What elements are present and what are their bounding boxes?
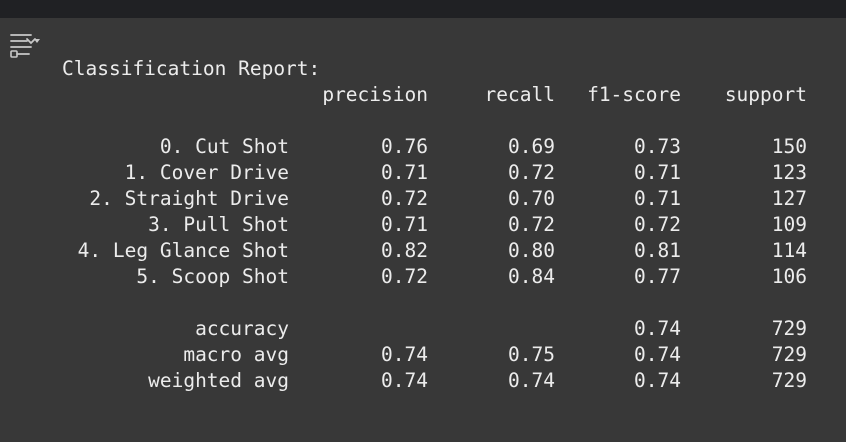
- support-value: 123: [771, 161, 807, 184]
- precision-value: 0.74: [381, 369, 428, 392]
- f1-value: 0.72: [634, 213, 681, 236]
- precision-value: 0.72: [381, 265, 428, 288]
- f1-value: 0.74: [634, 343, 681, 366]
- recall-value: 0.70: [508, 187, 555, 210]
- summary-row-weighted-avg: weighted avg 0.74 0.74 0.74 729: [0, 368, 846, 394]
- row-label: weighted avg: [148, 369, 289, 392]
- table-row: 4. Leg Glance Shot 0.82 0.80 0.81 114: [0, 238, 846, 264]
- row-label: 1. Cover Drive: [124, 161, 289, 184]
- recall-value: 0.72: [508, 213, 555, 236]
- support-value: 729: [771, 317, 807, 340]
- recall-value: 0.75: [508, 343, 555, 366]
- f1-value: 0.73: [634, 135, 681, 158]
- support-value: 114: [771, 239, 807, 262]
- f1-value: 0.77: [634, 265, 681, 288]
- recall-value: 0.80: [508, 239, 555, 262]
- row-label: macro avg: [183, 343, 289, 366]
- top-bar: [0, 0, 846, 18]
- support-header: support: [724, 83, 807, 106]
- support-value: 109: [771, 213, 807, 236]
- support-value: 127: [771, 187, 807, 210]
- support-value: 150: [771, 135, 807, 158]
- table-row: 3. Pull Shot 0.71 0.72 0.72 109: [0, 212, 846, 238]
- summary-row-accuracy: accuracy 0.74 729: [0, 316, 846, 342]
- table-row: 5. Scoop Shot 0.72 0.84 0.77 106: [0, 264, 846, 290]
- output-collapse-icon[interactable]: [8, 30, 44, 60]
- precision-value: 0.82: [381, 239, 428, 262]
- row-label: 5. Scoop Shot: [136, 265, 289, 288]
- recall-value: 0.74: [508, 369, 555, 392]
- summary-row-macro-avg: macro avg 0.74 0.75 0.74 729: [0, 342, 846, 368]
- support-value: 106: [771, 265, 807, 288]
- f1-value: 0.71: [634, 187, 681, 210]
- row-label: accuracy: [195, 317, 289, 340]
- f1-value: 0.74: [634, 317, 681, 340]
- precision-value: 0.76: [381, 135, 428, 158]
- table-row: 0. Cut Shot 0.76 0.69 0.73 150: [0, 134, 846, 160]
- header-row: precision recall f1-score support: [0, 82, 846, 108]
- support-value: 729: [771, 369, 807, 392]
- f1-score-header: f1-score: [587, 83, 681, 106]
- table-row: 1. Cover Drive 0.71 0.72 0.71 123: [0, 160, 846, 186]
- recall-value: 0.69: [508, 135, 555, 158]
- precision-header: precision: [322, 83, 428, 106]
- f1-value: 0.81: [634, 239, 681, 262]
- f1-value: 0.71: [634, 161, 681, 184]
- f1-value: 0.74: [634, 369, 681, 392]
- row-label: 4. Leg Glance Shot: [77, 239, 289, 262]
- table-row: 2. Straight Drive 0.72 0.70 0.71 127: [0, 186, 846, 212]
- precision-value: 0.71: [381, 213, 428, 236]
- precision-value: 0.72: [381, 187, 428, 210]
- report-title: Classification Report:: [62, 57, 321, 80]
- precision-value: 0.71: [381, 161, 428, 184]
- row-label: 0. Cut Shot: [159, 135, 289, 158]
- recall-value: 0.72: [508, 161, 555, 184]
- row-label: 3. Pull Shot: [148, 213, 289, 236]
- precision-value: 0.74: [381, 343, 428, 366]
- support-value: 729: [771, 343, 807, 366]
- recall-value: 0.84: [508, 265, 555, 288]
- row-label: 2. Straight Drive: [89, 187, 289, 210]
- recall-header: recall: [484, 83, 555, 106]
